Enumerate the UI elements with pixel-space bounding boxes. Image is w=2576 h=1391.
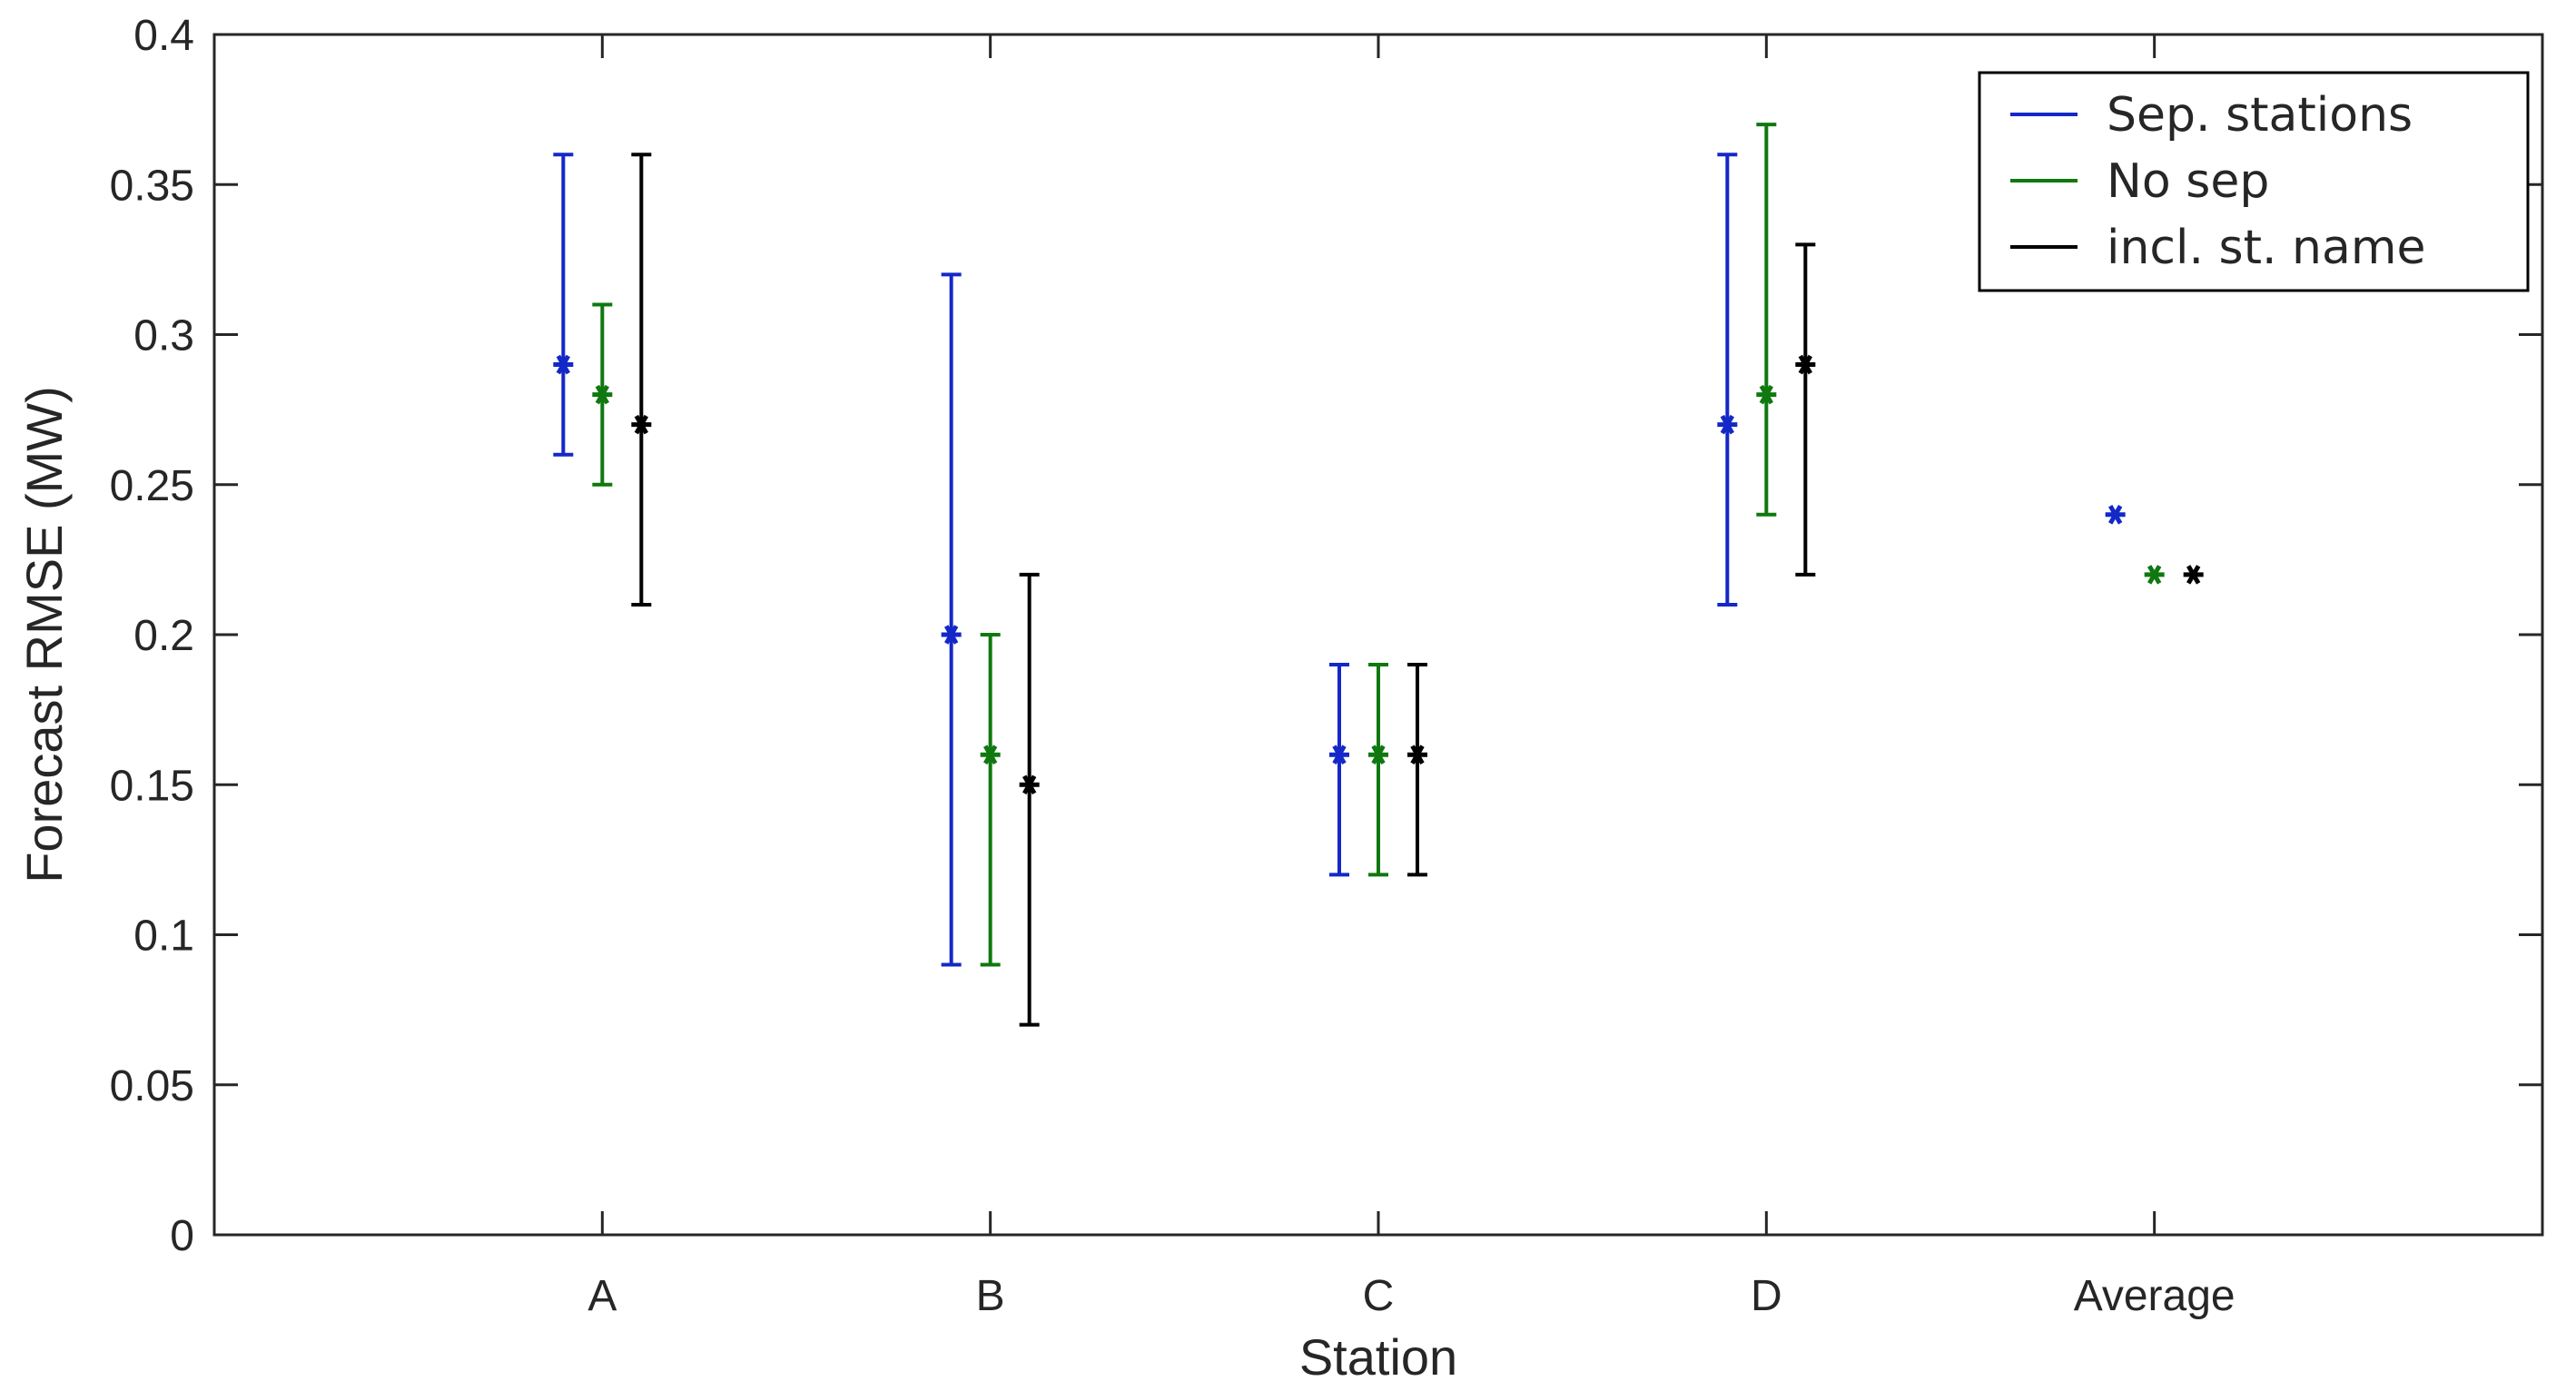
point-incl-st-name: [1795, 354, 1816, 375]
data-marks: [553, 123, 2204, 1027]
point-sep-stations: [553, 354, 574, 375]
y-axis-title: Forecast RMSE (MW): [15, 386, 73, 883]
y-tick-label: 0.2: [133, 612, 194, 660]
y-tick-label: 0.3: [133, 312, 194, 360]
point-sep-stations: [1329, 745, 1349, 765]
x-axis-title: Station: [1299, 1328, 1457, 1386]
point-no-sep: [1368, 745, 1388, 765]
y-tick-label: 0: [170, 1212, 194, 1260]
legend-label: incl. st. name: [2107, 221, 2426, 275]
point-no-sep: [1756, 384, 1777, 405]
y-tick-label: 0.4: [133, 12, 194, 60]
legend: Sep. stations No sep incl. st. name: [1978, 71, 2530, 292]
point-sep-stations: [941, 625, 962, 645]
point-no-sep: [592, 384, 613, 405]
point-sep-stations: [1717, 414, 1738, 435]
x-tick-label: Average: [2074, 1272, 2235, 1320]
point-incl-st-name: [631, 414, 652, 435]
y-tick-label: 0.25: [110, 462, 194, 510]
point-incl-st-name: [2183, 565, 2204, 585]
x-tick-label: B: [976, 1272, 1005, 1320]
point-sep-stations: [2105, 505, 2126, 525]
ticks: 0 0.05 0.1 0.15 0.2 0.25 0.3 0.35 0.4 A B C D Average: [110, 12, 2542, 1320]
x-tick-label: C: [1363, 1272, 1395, 1320]
y-tick-label: 0.1: [133, 913, 194, 961]
point-incl-st-name: [1019, 774, 1040, 795]
x-tick-label: D: [1751, 1272, 1782, 1320]
point-no-sep: [2144, 565, 2165, 585]
legend-label: No sep: [2107, 154, 2269, 209]
y-tick-label: 0.05: [110, 1062, 194, 1110]
y-tick-label: 0.15: [110, 762, 194, 810]
point-no-sep: [980, 745, 1001, 765]
x-tick-label: A: [587, 1272, 617, 1320]
point-incl-st-name: [1407, 745, 1427, 765]
legend-label: Sep. stations: [2107, 88, 2413, 143]
y-tick-label: 0.35: [110, 162, 194, 210]
